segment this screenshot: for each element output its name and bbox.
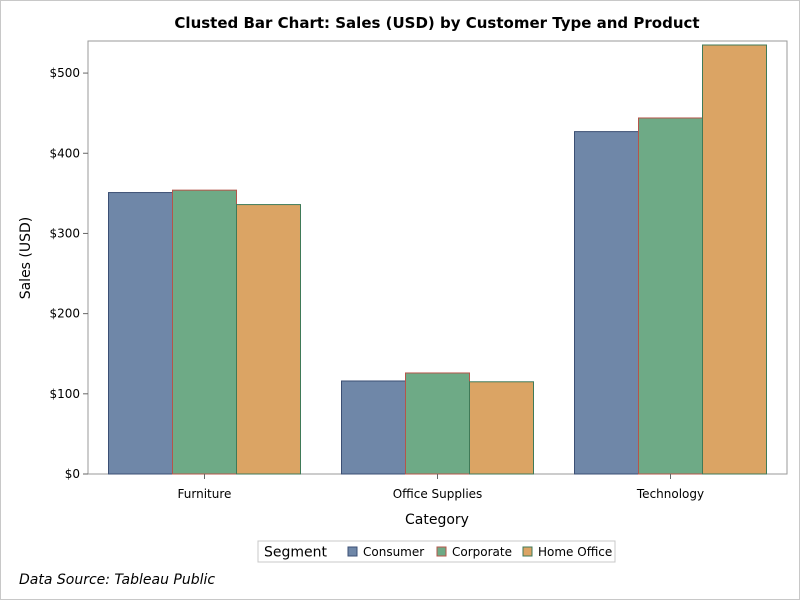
bar-home-office-office-supplies xyxy=(469,381,534,475)
legend-swatch-consumer xyxy=(347,546,358,557)
legend-title: Segment xyxy=(264,545,328,561)
legend: Segment Consumer Corporate Home Office xyxy=(257,540,616,563)
bar-consumer-technology xyxy=(574,131,639,475)
y-axis-label: Sales (USD) xyxy=(18,217,34,300)
y-axis: $0 $100 $200 $300 $400 $500 xyxy=(49,66,88,481)
x-axis: Furniture Office Supplies Technology xyxy=(178,474,704,501)
legend-label-consumer: Consumer xyxy=(363,545,424,559)
bar-corporate-furniture xyxy=(172,189,237,475)
data-source-note: Data Source: Tableau Public xyxy=(19,572,215,588)
bar-corporate-technology xyxy=(638,117,703,475)
y-tick-label: $400 xyxy=(49,146,80,160)
legend-label-home-office: Home Office xyxy=(538,545,612,559)
x-tick-label: Furniture xyxy=(178,487,232,501)
y-tick-label: $500 xyxy=(49,66,80,80)
bar-home-office-technology xyxy=(702,44,767,475)
x-tick-label: Technology xyxy=(636,487,704,501)
bar-home-office-furniture xyxy=(236,204,301,475)
legend-items: Consumer Corporate Home Office xyxy=(347,545,612,559)
legend-swatch-corporate xyxy=(436,546,447,557)
y-tick-label: $0 xyxy=(65,467,80,481)
x-axis-label: Category xyxy=(405,512,469,528)
chart-title: Clusted Bar Chart: Sales (USD) by Custom… xyxy=(174,14,699,32)
y-tick-label: $300 xyxy=(49,226,80,240)
y-tick-label: $100 xyxy=(49,387,80,401)
bar-consumer-office-supplies xyxy=(341,380,406,475)
legend-label-corporate: Corporate xyxy=(452,545,512,559)
bar-consumer-furniture xyxy=(108,192,173,475)
y-tick-label: $200 xyxy=(49,307,80,321)
legend-swatch-home-office xyxy=(522,546,533,557)
bar-corporate-office-supplies xyxy=(405,372,470,475)
x-tick-label: Office Supplies xyxy=(393,487,483,501)
bars-group xyxy=(108,44,767,475)
